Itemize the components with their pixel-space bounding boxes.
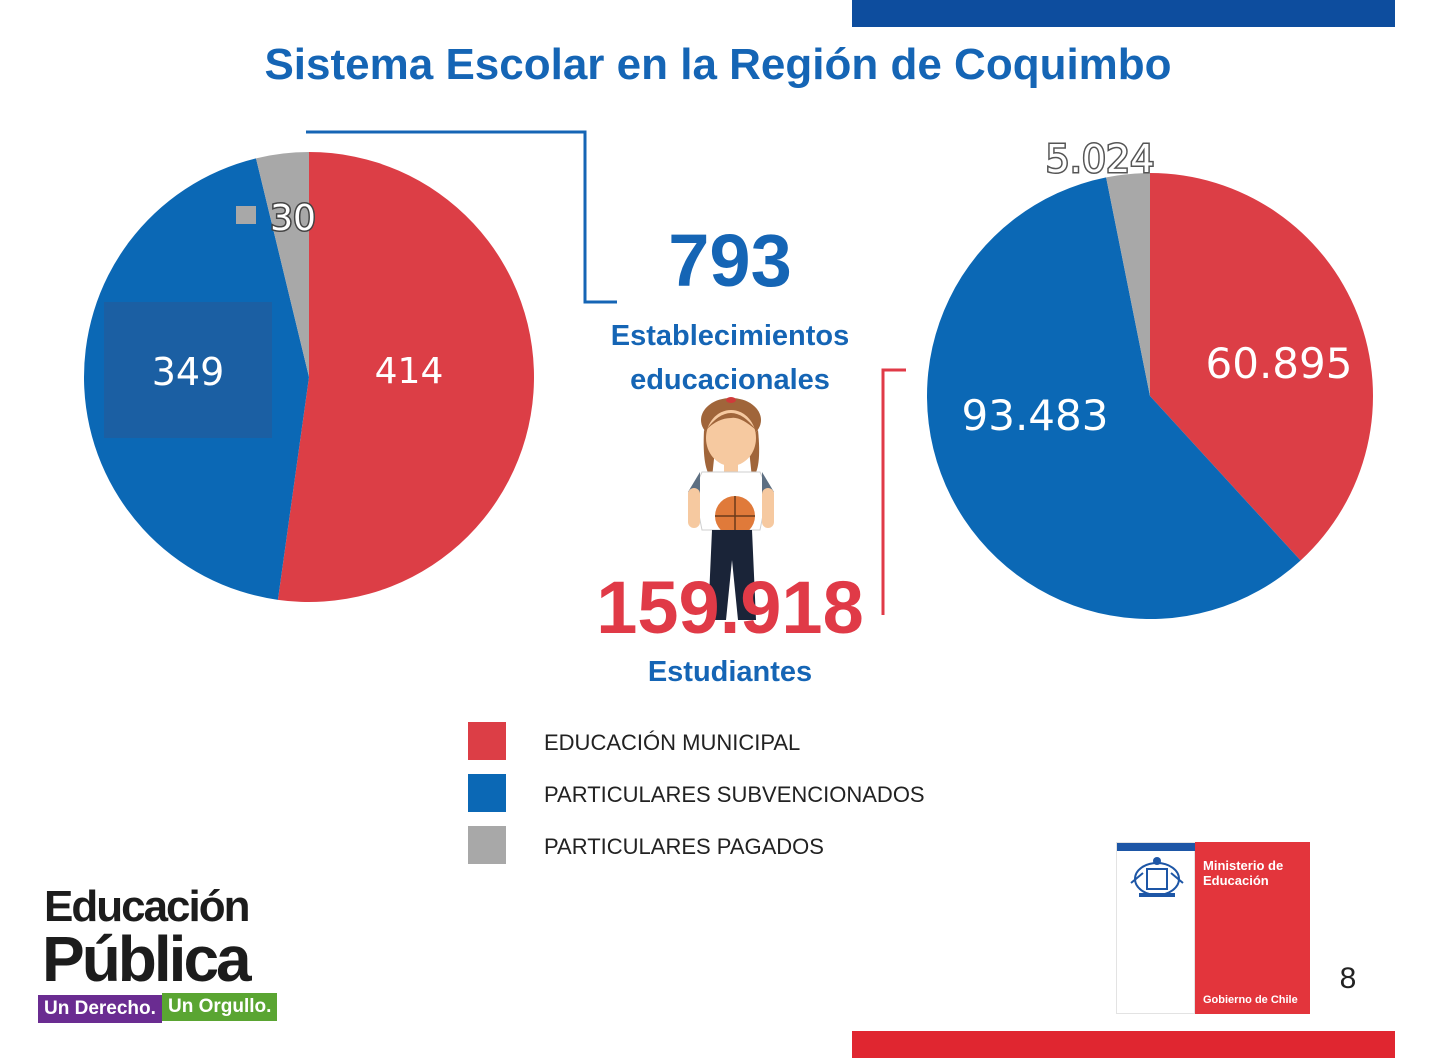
slide-number: 8 [1339,962,1357,995]
pie-slice [277,152,535,602]
data-label-box [104,302,272,438]
data-label: 414 [375,351,444,392]
coat-of-arms-icon [1130,857,1184,897]
data-label: 5.024 [1046,137,1155,181]
data-label: 93.483 [962,391,1109,440]
ministerio-name-line2: Educación [1203,873,1269,888]
student-girl-illustration [688,397,774,620]
legend-swatch-pagados [468,826,506,864]
ministerio-logo-right-panel: Ministerio de Educación Gobierno de Chil… [1195,842,1310,1014]
data-label: 60.895 [1206,339,1353,388]
legend-swatch-subvencionados [468,774,506,812]
page-title: Sistema Escolar en la Región de Coquimbo [264,40,1172,89]
establishments-label-line1: Establecimientos [610,320,850,352]
pie-slice [927,177,1301,619]
ministerio-educacion-logo: Ministerio de Educación Gobierno de Chil… [1116,842,1310,1014]
pie-chart-students: 60.895 93.483 5.024 [927,136,1374,619]
establishments-total: 793 [668,219,792,302]
ministerio-logo-stripe [1117,843,1196,851]
data-label: 349 [152,350,225,394]
students-total: 159.918 [596,566,864,649]
pie-slice [1106,173,1150,396]
students-connector [881,368,906,615]
pie-slice [1150,173,1374,561]
ministerio-name: Ministerio de Educación [1203,858,1303,888]
ministerio-logo-left-panel [1116,842,1196,1014]
logo-tag2: Un Orgullo. [162,993,278,1021]
ministerio-name-line1: Ministerio de [1203,858,1284,873]
educacion-publica-logo: Educación Pública Un Derecho. Un Orgullo… [38,882,288,1027]
legend-label: EDUCACIÓN MUNICIPAL [544,730,801,755]
legend-swatch-municipal [468,722,506,760]
pie-chart-establishments: 414 349 30 [84,152,535,602]
legend-label: PARTICULARES PAGADOS [544,834,824,859]
establishments-connector [306,130,617,304]
pie-slice [256,152,309,377]
establishments-label-line2: educacionales [630,364,830,396]
gobierno-label: Gobierno de Chile [1203,994,1298,1006]
data-label-marker [236,206,256,224]
logo-line2: Pública [42,923,252,995]
logo-line1: Educación [44,882,250,931]
bottom-accent-bar [852,1031,1395,1058]
legend-label: PARTICULARES SUBVENCIONADOS [544,782,925,807]
establishments-label: Establecimientos educacionales [560,314,900,402]
data-label: 30 [270,198,316,239]
top-accent-bar [852,0,1395,27]
students-label: Estudiantes [647,656,813,688]
logo-tag1: Un Derecho. [38,995,162,1023]
